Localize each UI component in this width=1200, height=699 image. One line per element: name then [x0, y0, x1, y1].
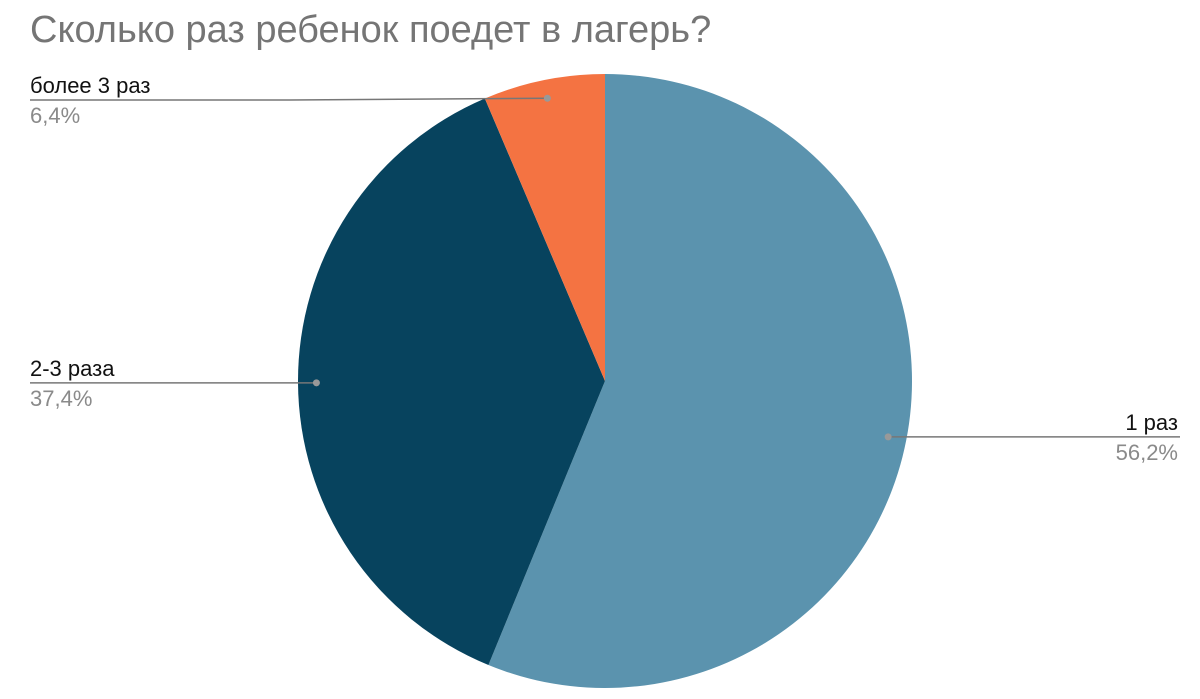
pie-slice: [297, 98, 605, 665]
slice-value: 37,4%: [30, 386, 92, 411]
slice-label: 2-3 раза: [30, 356, 115, 381]
slice-value: 6,4%: [30, 103, 80, 128]
chart-title: Сколько раз ребенок поедет в лагерь?: [30, 9, 711, 51]
pie-slice: [488, 74, 912, 688]
slice-value: 56,2%: [1116, 440, 1178, 465]
leader-dot: [884, 433, 892, 441]
leader-dot: [543, 94, 551, 102]
leader-line: [30, 97, 548, 101]
slice-label: более 3 раз: [30, 73, 150, 98]
slice-label: 1 раз: [1125, 410, 1178, 435]
pie-slice: [484, 74, 605, 381]
leader-dot: [312, 379, 320, 387]
